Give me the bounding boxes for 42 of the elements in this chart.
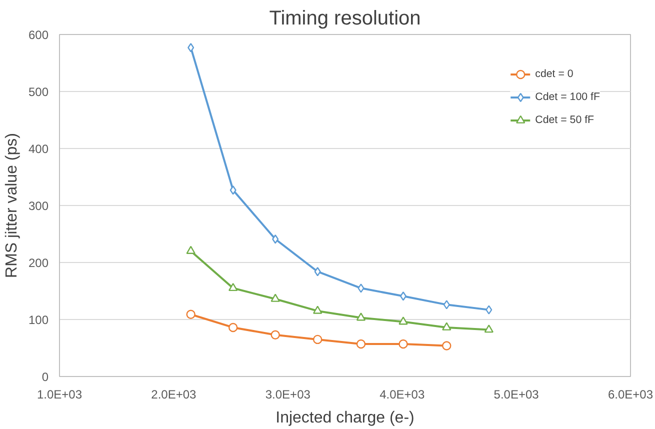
y-tick-label: 400	[28, 142, 49, 156]
point	[398, 339, 408, 349]
point	[188, 43, 194, 52]
point	[272, 234, 279, 244]
point	[312, 306, 322, 314]
x-axis-title: Injected charge (e-)	[276, 410, 414, 426]
point	[486, 305, 492, 314]
point	[186, 310, 196, 319]
chart-title: Timing resolution	[269, 8, 421, 30]
y-tick-label: 100	[28, 313, 49, 327]
point	[442, 322, 452, 330]
x-tick-label: 3.0E+03	[265, 388, 311, 402]
point	[314, 267, 321, 276]
y-tick-label: 300	[28, 199, 49, 213]
legend-label: Cdet = 50 fF	[535, 114, 594, 126]
y-tick-label: 500	[28, 85, 49, 99]
point	[270, 330, 280, 340]
point	[186, 246, 196, 254]
point	[443, 300, 450, 310]
y-tick-label: 600	[28, 28, 49, 42]
x-tick-label: 2.0E+03	[151, 388, 197, 402]
point	[400, 292, 407, 301]
x-tick-label: 4.0E+03	[380, 388, 425, 402]
point	[312, 334, 322, 344]
y-tick-label: 200	[28, 256, 49, 270]
point	[358, 284, 364, 293]
point	[228, 322, 238, 332]
legend-label: cdet = 0	[535, 68, 574, 80]
point	[484, 324, 494, 333]
point	[398, 316, 408, 325]
point	[442, 341, 452, 350]
x-tick-label: 6.0E+03	[608, 388, 654, 402]
point	[356, 339, 366, 349]
point	[228, 282, 238, 292]
y-axis-title: RMS jitter value (ps)	[3, 133, 20, 278]
legend-label: Cdet = 100 fF	[535, 91, 600, 103]
x-tick-label: 5.0E+03	[494, 388, 540, 402]
point	[270, 294, 280, 302]
point	[230, 186, 236, 195]
y-tick-label: 0	[42, 370, 49, 384]
x-tick-label: 1.0E+03	[36, 388, 82, 402]
point	[356, 312, 366, 321]
